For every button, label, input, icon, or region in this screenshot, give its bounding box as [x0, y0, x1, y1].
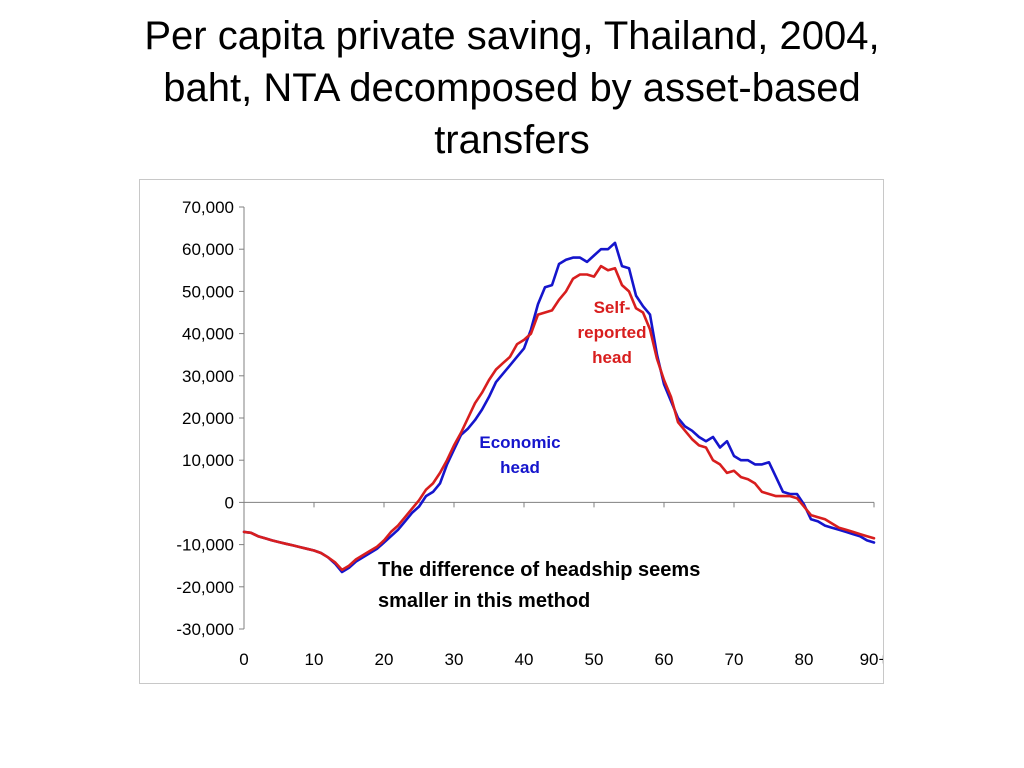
line-chart: 70,000 60,000 50,000 40,000 30,000 20,000 10,0…	[176, 198, 883, 669]
y-tick-label: 60,000	[182, 240, 234, 259]
y-tick-label: 20,000	[182, 409, 234, 428]
y-tick-label: 10,000	[182, 451, 234, 470]
x-tick-label: 30	[445, 650, 464, 669]
annotation-text: smaller in this method	[378, 590, 590, 612]
title-line-3: transfers	[434, 118, 590, 162]
series-label-economic-head: Economic	[479, 433, 560, 452]
y-tick-label: 50,000	[182, 282, 234, 301]
x-tick-label: 20	[375, 650, 394, 669]
y-tick-label: 70,000	[182, 198, 234, 217]
y-tick-label: -10,000	[176, 536, 234, 555]
x-tick-label: 40	[515, 650, 534, 669]
series-label-self-reported-head: Self-	[594, 298, 631, 317]
chart-frame: 70,000 60,000 50,000 40,000 30,000 20,000 10,0…	[139, 179, 884, 684]
series-label-economic-head: head	[500, 458, 540, 477]
y-tick-label: -30,000	[176, 620, 234, 639]
x-tick-label: 10	[305, 650, 324, 669]
x-tick-label: 70	[725, 650, 744, 669]
y-tick-label: 30,000	[182, 367, 234, 386]
series-line-economic-head	[242, 241, 876, 574]
slide-title: Per capita private saving, Thailand, 200…	[40, 10, 984, 166]
x-tick-label: 80	[795, 650, 814, 669]
series-label-self-reported-head: head	[592, 348, 632, 367]
y-tick-label: -20,000	[176, 578, 234, 597]
title-line-1: Per capita private saving, Thailand, 200…	[144, 14, 880, 58]
series-label-self-reported-head: reported	[578, 323, 647, 342]
y-tick-label: 0	[225, 493, 234, 512]
x-tick-label: 90+	[860, 650, 883, 669]
title-line-2: baht, NTA decomposed by asset-based	[163, 66, 861, 110]
x-tick-label: 50	[585, 650, 604, 669]
x-tick-label: 0	[239, 650, 248, 669]
x-tick-label: 60	[655, 650, 674, 669]
series-line-self-reported-head	[242, 264, 876, 572]
annotation-text: The difference of headship seems	[378, 559, 700, 581]
y-tick-label: 40,000	[182, 325, 234, 344]
